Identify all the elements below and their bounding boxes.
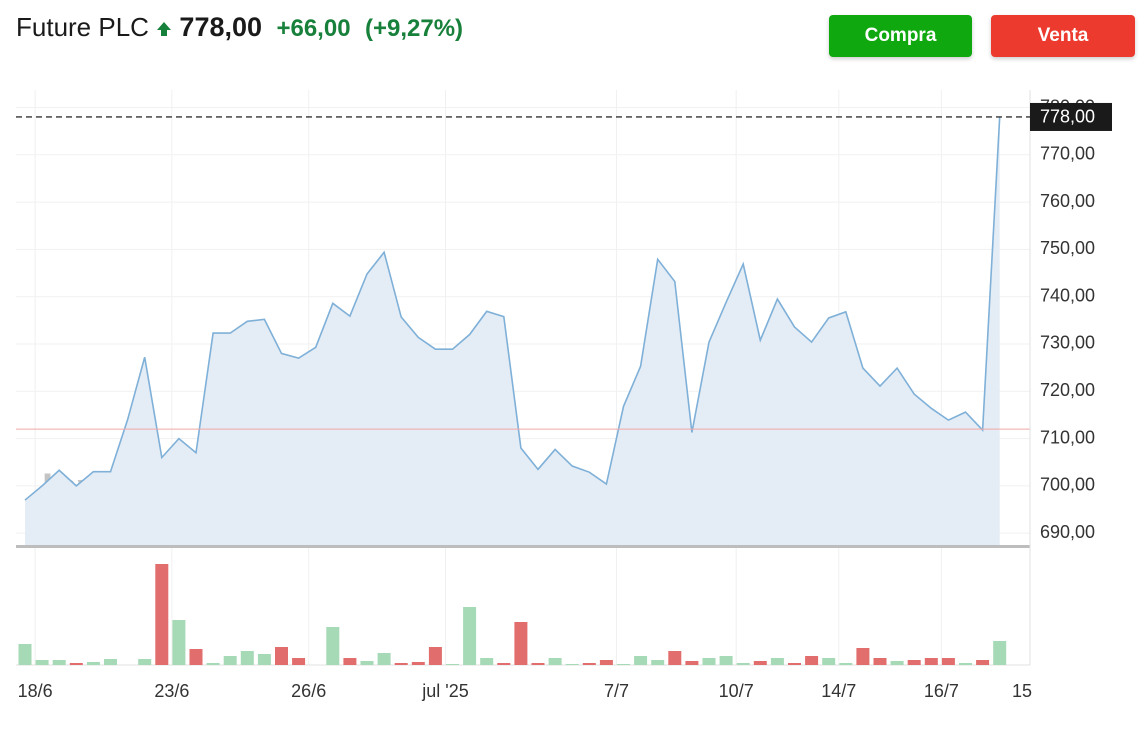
volume-bar bbox=[343, 658, 357, 665]
volume-bar bbox=[976, 660, 990, 665]
volume-bar bbox=[497, 663, 511, 665]
y-tick-label: 700,00 bbox=[1040, 475, 1095, 495]
volume-bar bbox=[873, 658, 887, 665]
volume-bar bbox=[35, 660, 49, 665]
last-price-box bbox=[1030, 102, 1112, 131]
volume-bar bbox=[292, 658, 306, 665]
volume-bar bbox=[480, 658, 494, 665]
x-tick-label: 10/7 bbox=[719, 681, 754, 701]
y-tick-label: 780,00 bbox=[1040, 96, 1095, 116]
volume-bar bbox=[377, 653, 391, 665]
volume-bar bbox=[223, 656, 237, 665]
x-tick-label: 18/6 bbox=[18, 681, 53, 701]
volume-bar bbox=[275, 647, 288, 665]
y-tick-label: 740,00 bbox=[1040, 285, 1095, 305]
volume-bar bbox=[446, 664, 459, 665]
y-tick-label: 710,00 bbox=[1040, 427, 1095, 447]
y-tick-label: 750,00 bbox=[1040, 238, 1095, 258]
quote-header: Future PLC 778,00 +66,00 (+9,27%) bbox=[16, 12, 463, 43]
volume-bar bbox=[788, 663, 801, 665]
last-price-label: 778,00 bbox=[1040, 107, 1095, 127]
volume-bar bbox=[941, 658, 955, 665]
volume-bar bbox=[856, 648, 870, 665]
volume-bar bbox=[531, 663, 545, 665]
volume-bar bbox=[172, 620, 186, 665]
volume-bar bbox=[326, 627, 340, 665]
volume-bar bbox=[514, 622, 528, 665]
y-tick-label: 760,00 bbox=[1040, 191, 1095, 211]
volume-bar bbox=[702, 658, 716, 665]
volume-bar bbox=[548, 658, 562, 665]
volume-bar bbox=[189, 649, 203, 665]
volume-bar bbox=[206, 663, 220, 665]
volume-bar bbox=[924, 658, 938, 665]
x-tick-label: 14/7 bbox=[821, 681, 856, 701]
volume-bar bbox=[52, 660, 66, 665]
up-arrow bbox=[157, 22, 172, 36]
price-area bbox=[25, 116, 1000, 545]
volume-bar bbox=[104, 659, 117, 665]
x-tick-label: 7/7 bbox=[604, 681, 629, 701]
change-percent: (+9,27%) bbox=[365, 15, 464, 42]
volume-bar bbox=[155, 564, 169, 665]
volume-bar bbox=[428, 647, 442, 665]
volume-bar bbox=[805, 656, 819, 665]
price-line bbox=[24, 116, 1001, 501]
volume-bar bbox=[565, 664, 579, 665]
volume-bar bbox=[69, 663, 83, 665]
volume-bar bbox=[257, 654, 271, 665]
sell-button[interactable]: Venta bbox=[991, 15, 1135, 57]
volume-bar bbox=[907, 660, 921, 665]
volume-bar bbox=[736, 663, 750, 665]
change: +66,00 bbox=[276, 15, 351, 42]
volume-bar bbox=[394, 663, 408, 665]
x-tick-label: 15 bbox=[1012, 681, 1032, 701]
x-tick-label: 26/6 bbox=[291, 681, 326, 701]
volume-bar bbox=[822, 658, 836, 665]
volume-bar bbox=[651, 660, 665, 665]
x-tick-label: jul '25 bbox=[421, 681, 468, 701]
volume-bar bbox=[18, 644, 32, 665]
x-tick-label: 16/7 bbox=[924, 681, 959, 701]
volume-bar bbox=[890, 661, 904, 665]
buy-button[interactable]: Compra bbox=[829, 15, 972, 57]
price: 778,00 bbox=[179, 12, 263, 42]
y-tick-label: 690,00 bbox=[1040, 522, 1095, 542]
y-tick-label: 770,00 bbox=[1040, 144, 1095, 164]
watermark: Investing.com bbox=[42, 466, 278, 510]
watermark-brand: Investing bbox=[42, 466, 218, 510]
x-tick-label: 23/6 bbox=[154, 681, 189, 701]
volume-bar bbox=[617, 664, 630, 665]
volume-bar bbox=[463, 607, 477, 665]
instrument-name: Future PLC bbox=[16, 12, 149, 42]
y-tick-label: 730,00 bbox=[1040, 333, 1095, 353]
volume-bar bbox=[668, 651, 682, 665]
watermark-suffix: .com bbox=[218, 472, 279, 503]
volume-bar bbox=[993, 641, 1007, 665]
volume-bar bbox=[360, 661, 374, 665]
volume-bar bbox=[839, 663, 853, 665]
volume-bar bbox=[86, 662, 100, 665]
volume-bar bbox=[770, 658, 784, 665]
volume-bar bbox=[138, 659, 152, 665]
volume-bar bbox=[599, 660, 613, 665]
volume-bar bbox=[753, 661, 767, 665]
volume-bar bbox=[411, 662, 425, 665]
volume-bar bbox=[582, 663, 596, 665]
volume-bar bbox=[959, 663, 972, 665]
volume-bar bbox=[685, 661, 699, 665]
volume-bar bbox=[240, 651, 254, 665]
volume-bar bbox=[719, 656, 733, 665]
volume-bar bbox=[634, 656, 648, 665]
y-tick-label: 720,00 bbox=[1040, 380, 1095, 400]
